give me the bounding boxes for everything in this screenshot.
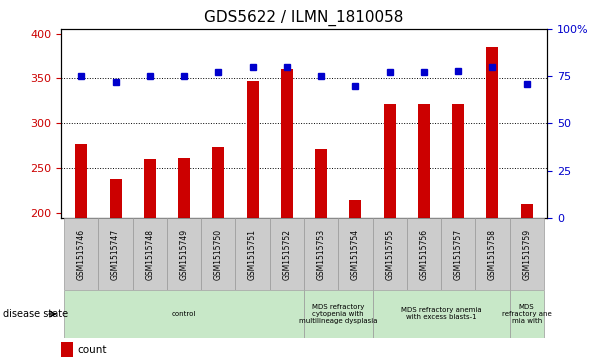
- Bar: [64, 290, 304, 338]
- Text: GSM1515756: GSM1515756: [420, 229, 429, 280]
- Bar: [373, 290, 510, 338]
- Bar: [167, 218, 201, 290]
- Text: GSM1515746: GSM1515746: [77, 229, 86, 280]
- Bar: [64, 218, 98, 290]
- Text: MDS refractory
cytopenia with
multilineage dysplasia: MDS refractory cytopenia with multilinea…: [299, 304, 378, 324]
- Bar: [201, 218, 235, 290]
- Bar: [109, 179, 122, 218]
- Bar: [235, 218, 270, 290]
- Bar: [212, 147, 224, 218]
- Text: GSM1515755: GSM1515755: [385, 229, 394, 280]
- Bar: [178, 158, 190, 218]
- Bar: [304, 218, 338, 290]
- Text: GSM1515750: GSM1515750: [214, 229, 223, 280]
- Bar: [475, 218, 510, 290]
- Bar: [133, 218, 167, 290]
- Bar: [144, 159, 156, 218]
- Bar: [61, 342, 73, 357]
- Text: GSM1515754: GSM1515754: [351, 229, 360, 280]
- Text: GSM1515748: GSM1515748: [145, 229, 154, 280]
- Text: control: control: [172, 311, 196, 317]
- Text: GSM1515747: GSM1515747: [111, 229, 120, 280]
- Text: GSM1515752: GSM1515752: [282, 229, 291, 280]
- Text: MDS refractory anemia
with excess blasts-1: MDS refractory anemia with excess blasts…: [401, 307, 482, 321]
- Text: GSM1515751: GSM1515751: [248, 229, 257, 280]
- Text: MDS
refractory ane
mia with: MDS refractory ane mia with: [502, 304, 551, 324]
- Bar: [510, 218, 544, 290]
- Text: GSM1515753: GSM1515753: [317, 229, 326, 280]
- Bar: [281, 69, 293, 218]
- Bar: [520, 204, 533, 218]
- Bar: [98, 218, 133, 290]
- Bar: [441, 218, 475, 290]
- Text: count: count: [78, 345, 108, 355]
- Bar: [510, 290, 544, 338]
- Text: GSM1515749: GSM1515749: [179, 229, 188, 280]
- Bar: [270, 218, 304, 290]
- Text: GSM1515758: GSM1515758: [488, 229, 497, 280]
- Bar: [338, 218, 373, 290]
- Bar: [304, 290, 373, 338]
- Bar: [384, 104, 396, 218]
- Text: disease state: disease state: [3, 309, 68, 319]
- Bar: [75, 144, 88, 218]
- Bar: [452, 104, 464, 218]
- Bar: [315, 148, 327, 218]
- Bar: [247, 81, 258, 218]
- Bar: [407, 218, 441, 290]
- Text: GSM1515757: GSM1515757: [454, 229, 463, 280]
- Bar: [373, 218, 407, 290]
- Title: GDS5622 / ILMN_1810058: GDS5622 / ILMN_1810058: [204, 10, 404, 26]
- Bar: [418, 104, 430, 218]
- Bar: [350, 200, 361, 218]
- Text: GSM1515759: GSM1515759: [522, 229, 531, 280]
- Bar: [486, 47, 499, 218]
